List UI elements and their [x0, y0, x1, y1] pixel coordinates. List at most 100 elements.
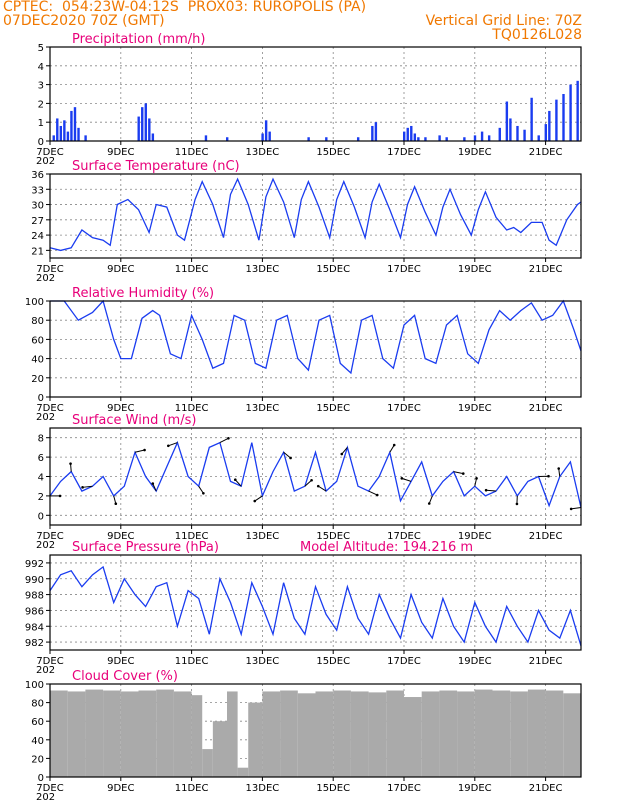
cloud-bar — [120, 691, 139, 777]
y-tick-label: 982 — [25, 638, 44, 649]
wind-vector-head — [547, 474, 550, 478]
wind-vector-head — [375, 493, 379, 497]
x-tick-label: 17DEC — [387, 783, 421, 794]
wind-vector-head — [58, 494, 62, 498]
cloud-bar — [227, 691, 238, 777]
x-tick-label: 17DEC — [387, 147, 421, 158]
wind-title: Surface Wind (m/s) — [72, 413, 196, 428]
y-tick-label: 2 — [38, 492, 44, 503]
x-tick-label: 17DEC — [387, 656, 421, 667]
cloud-bar — [191, 695, 203, 777]
wind-vector-arrow — [70, 463, 72, 472]
x-tick-label: 7DEC — [36, 531, 63, 542]
cloud-frame — [49, 683, 582, 778]
wind-vector-head — [233, 478, 237, 482]
x-tick-label: 17DEC — [387, 264, 421, 275]
precip-bar — [52, 135, 55, 141]
x-tick-label: 9DEC — [107, 403, 134, 414]
precip-bar — [268, 131, 271, 141]
y-tick-label: 60 — [31, 335, 44, 346]
header-grid-line: Vertical Grid Line: 70Z — [425, 13, 582, 29]
header-model-id: TQ0126L028 — [492, 27, 582, 43]
precip-bar — [463, 137, 466, 141]
wind-vector-arrow — [341, 447, 348, 455]
y-tick-label: 8 — [38, 434, 44, 445]
cloud-bar — [315, 691, 334, 777]
wind-vector-head — [202, 491, 205, 495]
wind-vector-arrow — [113, 495, 117, 504]
wind-vector-arrow — [571, 507, 582, 510]
x-tick-label: 21DEC — [529, 783, 563, 794]
wind-vector-head — [114, 502, 118, 506]
wind-vector-head — [340, 452, 344, 456]
cloud-bar — [212, 721, 227, 777]
precip-bar — [226, 137, 229, 141]
cloud-bar — [545, 690, 564, 777]
precip-bar — [523, 129, 526, 141]
wind-vector-arrow — [152, 483, 157, 492]
wind-vector-arrow — [317, 485, 327, 492]
pres-subtitle: Model Altitude: 194.216 m — [300, 540, 473, 555]
precip-bar — [406, 127, 409, 141]
wind-vector-arrow — [474, 478, 478, 487]
pres-series-line — [49, 565, 582, 647]
y-tick-label: 27 — [31, 216, 44, 227]
wind-vector-arrow — [234, 479, 242, 487]
wind-vector-head — [515, 502, 519, 506]
x-tick-label: 21DEC — [529, 403, 563, 414]
y-tick-label: 40 — [31, 736, 44, 747]
y-tick-label: 21 — [31, 246, 44, 257]
wind-series-line — [49, 440, 582, 508]
x-tick-label: 19DEC — [458, 403, 492, 414]
cloud-bar — [237, 767, 249, 777]
precip-bar — [473, 135, 477, 141]
wind-vector-head — [461, 472, 465, 475]
precip-bar — [325, 137, 328, 141]
x-tick-label: 9DEC — [107, 783, 134, 794]
cloud-bar — [50, 690, 68, 777]
wind-vector-arrow — [82, 485, 93, 488]
x-year-label-clipped: 202 — [36, 665, 55, 676]
cloud-panel: 0 20 40 60 80 100 7DEC 9DEC 11DEC 13DEC 15DEC 17DEC… — [25, 669, 582, 800]
x-year-label-clipped: 202 — [36, 540, 55, 551]
header-datetime: 07DEC2020 70Z (GMT) — [3, 13, 165, 29]
x-tick-label: 21DEC — [529, 264, 563, 275]
x-tick-label: 11DEC — [175, 656, 209, 667]
rh-series-line — [50, 299, 582, 375]
precip-bar — [84, 135, 87, 141]
precip-bar — [530, 97, 533, 141]
wind-vector-head — [427, 502, 431, 505]
wind-vector-head — [316, 484, 320, 488]
precip-bar — [374, 122, 378, 141]
y-tick-label: 0 — [38, 137, 44, 148]
wind-vector-head — [227, 437, 230, 440]
precip-bar — [548, 110, 551, 141]
cloud-bar — [492, 690, 511, 777]
precip-bar — [137, 116, 140, 141]
x-tick-label: 21DEC — [529, 147, 563, 158]
cloud-title: Cloud Cover (%) — [72, 669, 178, 684]
precip-bar — [264, 120, 268, 141]
precip-bar — [141, 107, 144, 141]
x-tick-label: 13DEC — [246, 264, 280, 275]
x-tick-label: 19DEC — [458, 783, 492, 794]
wind-vector-head — [400, 477, 404, 480]
y-tick-label: 30 — [31, 201, 44, 212]
wind-vector-arrow — [219, 437, 229, 443]
precip-bar — [424, 137, 427, 141]
wind-vector-head — [69, 462, 72, 465]
precip-bar — [356, 137, 360, 141]
y-tick-label: 984 — [25, 622, 44, 633]
x-tick-label: 11DEC — [175, 264, 209, 275]
precip-bar — [516, 125, 519, 141]
x-tick-label: 15DEC — [316, 783, 350, 794]
precip-bar — [480, 131, 484, 141]
wind-vector-arrow — [254, 495, 263, 502]
wind-vector-arrow — [368, 490, 378, 496]
x-tick-label: 9DEC — [107, 264, 134, 275]
cloud-bar — [280, 690, 298, 777]
x-year-label-clipped: 202 — [36, 156, 55, 167]
y-tick-label: 4 — [38, 473, 44, 484]
pres-title: Surface Pressure (hPa) — [72, 540, 219, 555]
x-tick-label: 13DEC — [246, 783, 280, 794]
